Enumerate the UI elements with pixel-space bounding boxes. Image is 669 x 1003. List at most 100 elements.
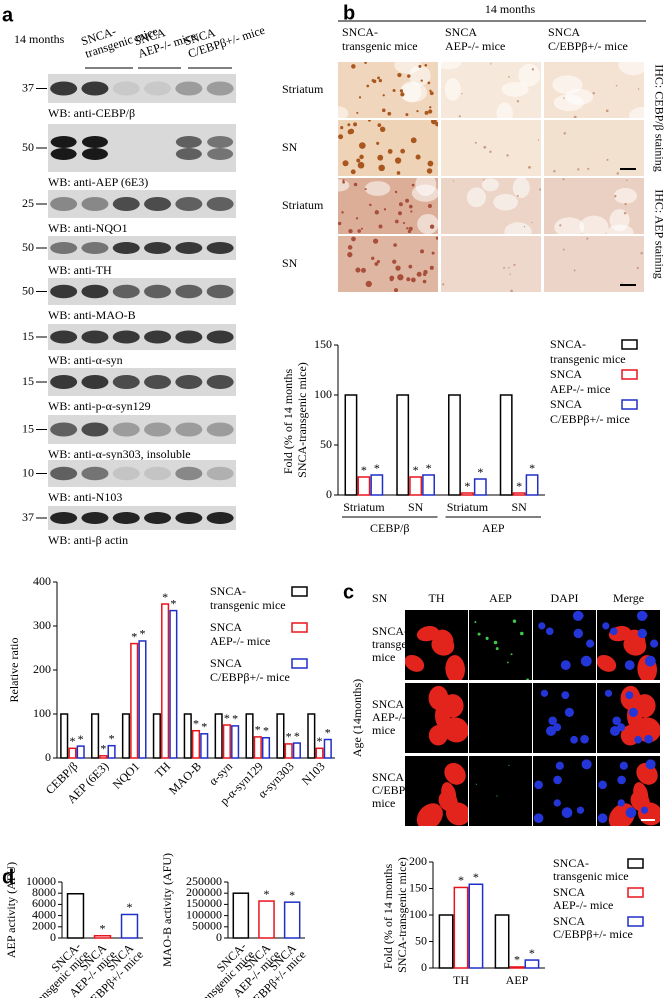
nucleus — [540, 689, 549, 697]
bar — [261, 737, 271, 759]
stain-spot — [394, 190, 398, 194]
stain-spot — [537, 139, 540, 141]
y-tick-label: 0 — [50, 930, 56, 944]
stain-spot — [411, 277, 416, 283]
text-line: SNCA — [210, 620, 244, 634]
y-tick-label: 100 — [409, 907, 427, 921]
stain-spot — [531, 68, 535, 71]
th-cell — [444, 762, 466, 785]
blot-band — [206, 375, 234, 389]
stain-spot — [387, 149, 393, 154]
blot-band — [50, 81, 78, 96]
stain-spot — [406, 277, 411, 282]
significance-mark: * — [263, 724, 269, 738]
significance-mark: * — [529, 461, 535, 475]
stain-spot — [429, 224, 435, 229]
stain-spot — [513, 263, 516, 266]
aep-signal — [485, 636, 489, 640]
stain-spot — [398, 211, 403, 216]
text-line: SNCA — [445, 25, 479, 39]
fiber-bundle — [565, 88, 594, 105]
legend-swatch — [627, 887, 644, 898]
blot-band — [112, 330, 140, 344]
y-tick-label: 250000 — [186, 874, 222, 888]
bar — [91, 713, 100, 759]
significance-mark: * — [224, 711, 230, 725]
text-line: SNCA- — [550, 337, 586, 351]
nucleus — [538, 622, 546, 630]
text-line: transgenic mice — [553, 869, 629, 883]
stain-spot — [636, 266, 639, 270]
y-tick-label: 100 — [314, 387, 332, 401]
bar — [284, 743, 293, 759]
fiber-bundle — [444, 77, 461, 101]
nucleus — [604, 689, 613, 697]
x-tick-label: N103 — [299, 759, 328, 788]
fluorescence-image — [405, 756, 468, 826]
mw-marker: 15 — [22, 329, 34, 343]
stain-spot — [489, 150, 492, 153]
significance-mark: * — [374, 461, 380, 475]
legend-swatch — [291, 586, 308, 597]
bar — [460, 492, 474, 496]
ihc-image — [441, 178, 541, 234]
blot-band — [175, 284, 203, 299]
significance-mark: * — [473, 870, 479, 884]
blot-band — [81, 375, 109, 389]
blot-band — [206, 81, 234, 96]
blot-band — [50, 197, 78, 211]
aep-signal — [506, 661, 509, 664]
x-tick-label: Striatum — [343, 500, 385, 514]
significance-mark: * — [78, 732, 84, 746]
nucleus — [564, 707, 574, 718]
y-tick-label: 8000 — [32, 885, 56, 899]
stain-spot — [408, 264, 413, 269]
bar — [222, 724, 231, 759]
bar — [76, 745, 85, 759]
stain-spot — [338, 134, 344, 140]
channel-label: Merge — [613, 591, 644, 605]
stain-spot — [359, 154, 364, 160]
stain-spot — [365, 280, 372, 288]
blot-band — [175, 242, 203, 254]
bar — [307, 713, 316, 759]
bar — [292, 742, 301, 759]
x-tick-label: NQO1 — [110, 759, 143, 792]
stain-spot — [592, 91, 595, 95]
significance-mark: * — [286, 730, 292, 744]
significance-mark: * — [289, 888, 295, 902]
blot-band — [81, 330, 109, 344]
stain-spot — [577, 168, 580, 171]
stain-spot — [394, 219, 399, 224]
text-line: SNCA — [550, 367, 584, 381]
stain-spot — [341, 211, 344, 214]
legend-label: SNCA C/EBPβ+/- mice — [553, 914, 633, 941]
stain-spot — [508, 266, 510, 269]
bar — [138, 640, 147, 759]
significance-mark: * — [477, 465, 483, 479]
stain-spot — [405, 113, 409, 117]
stain-spot — [374, 262, 379, 266]
stain-spot — [423, 272, 427, 276]
stain-spot — [410, 137, 417, 144]
stain-spot — [397, 72, 402, 78]
th-cell — [443, 717, 468, 743]
significance-mark: * — [69, 734, 75, 748]
bar — [525, 474, 539, 496]
stain-spot — [573, 115, 577, 118]
aep-signal — [519, 631, 524, 636]
stain-spot — [640, 252, 643, 255]
th-cell — [416, 626, 439, 642]
nucleus — [546, 725, 557, 736]
bar — [422, 474, 435, 496]
stain-spot — [427, 81, 431, 85]
blot-band — [206, 330, 234, 344]
bar — [66, 893, 85, 939]
y-tick-label: 150 — [409, 880, 427, 894]
text-line: SNCA-transgenic mice) — [395, 857, 409, 973]
nucleus — [545, 627, 554, 636]
bar — [499, 394, 513, 496]
panel-label: a — [2, 4, 14, 26]
stain-spot — [396, 171, 401, 175]
stain-spot — [509, 273, 511, 275]
